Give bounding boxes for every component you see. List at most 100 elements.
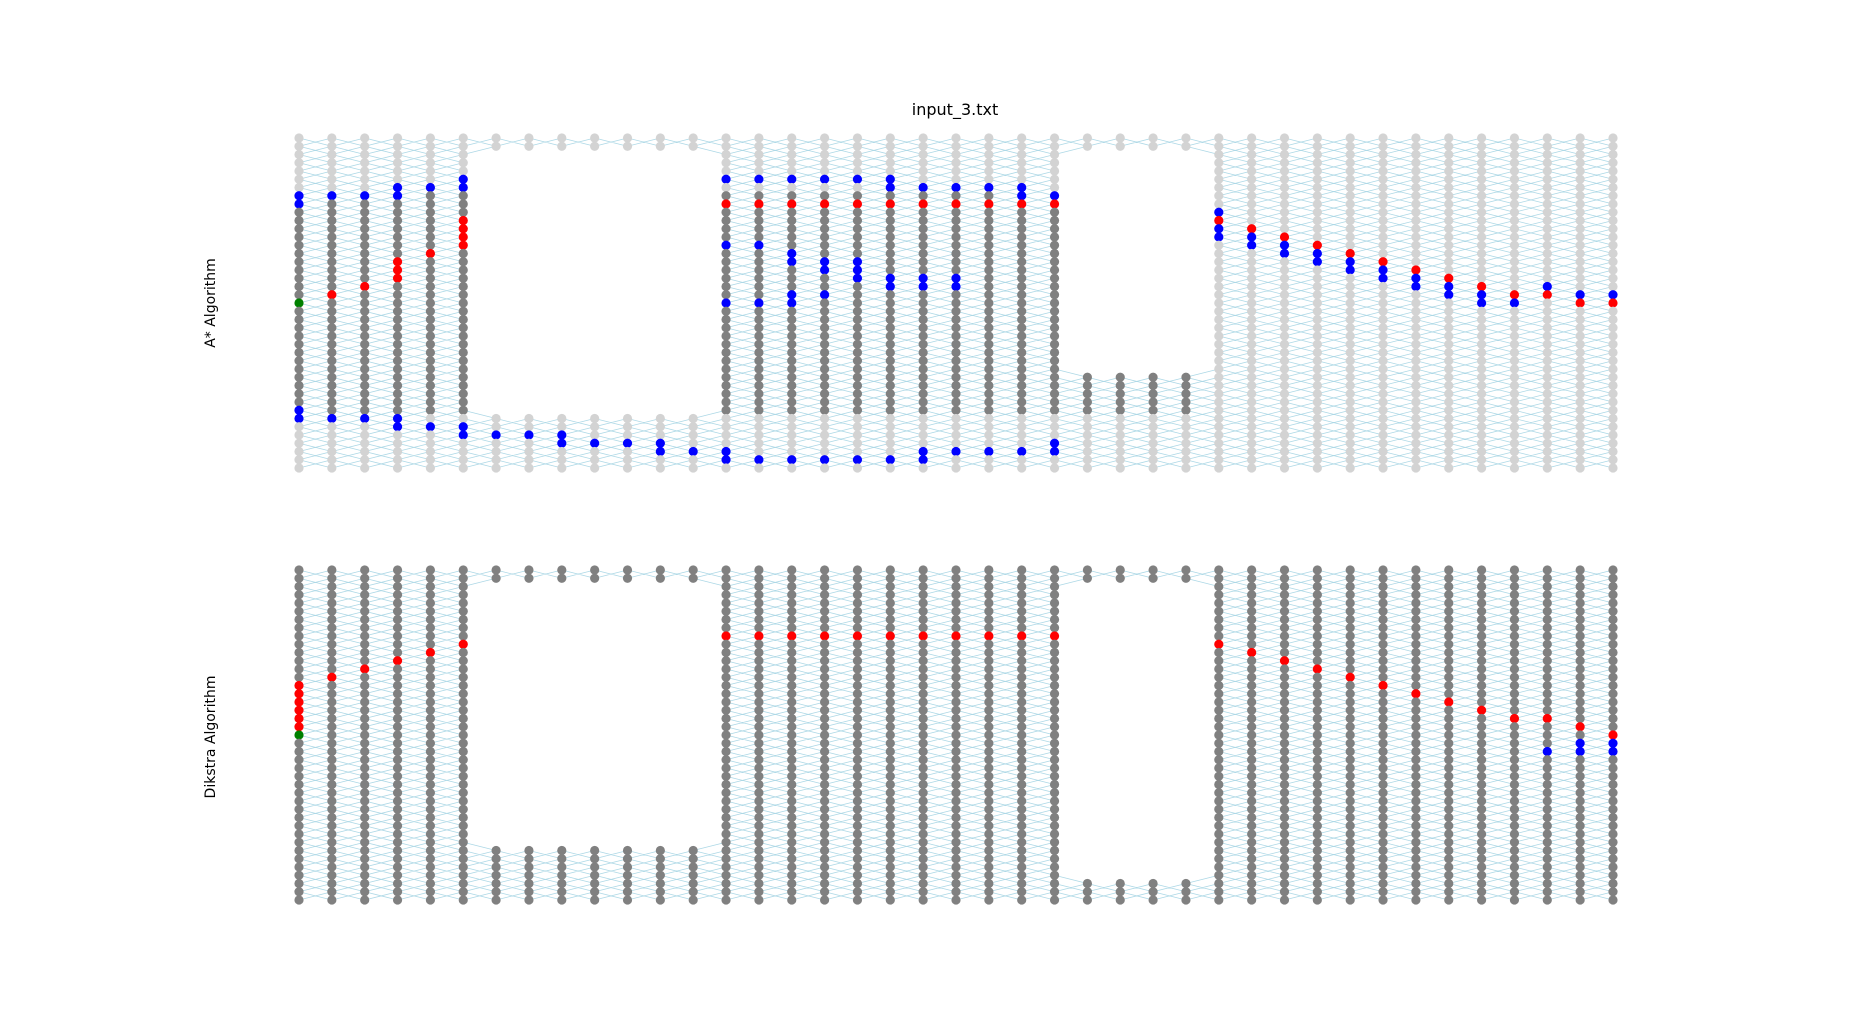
frontier-node	[392, 413, 403, 424]
visited-node	[392, 829, 403, 839]
unvisited-node	[787, 422, 797, 432]
visited-node	[524, 845, 534, 856]
visited-node	[1148, 389, 1158, 399]
visited-node	[721, 232, 731, 242]
frontier-node	[392, 191, 403, 201]
visited-node	[1444, 746, 1454, 757]
unvisited-node	[1608, 339, 1618, 349]
visited-node	[1049, 232, 1060, 242]
visited-node	[294, 331, 304, 341]
unvisited-node	[1378, 314, 1388, 325]
visited-node	[590, 862, 600, 872]
unvisited-node	[1345, 380, 1355, 391]
unvisited-node	[1477, 339, 1487, 349]
unvisited-node	[524, 463, 534, 473]
visited-node	[360, 870, 370, 880]
visited-node	[1214, 647, 1224, 658]
visited-node	[1345, 573, 1355, 583]
visited-node	[918, 680, 928, 691]
frontier-node	[392, 422, 403, 432]
frontier-node	[1608, 290, 1618, 300]
visited-node	[885, 697, 895, 707]
visited-node	[1247, 837, 1257, 847]
visited-node	[1312, 887, 1322, 897]
visited-node	[425, 590, 435, 600]
unvisited-node	[1575, 257, 1585, 267]
unvisited-node	[1017, 166, 1027, 176]
unvisited-node	[885, 430, 895, 440]
visited-node	[918, 755, 928, 765]
unvisited-node	[1345, 397, 1355, 407]
path-node	[820, 631, 830, 641]
visited-node	[1477, 680, 1487, 691]
path-node	[820, 199, 830, 209]
visited-node	[590, 878, 600, 889]
visited-node	[951, 730, 961, 740]
visited-node	[1247, 713, 1257, 724]
visited-node	[820, 314, 830, 325]
unvisited-node	[1214, 182, 1224, 193]
unvisited-node	[327, 463, 337, 473]
visited-node	[1575, 887, 1585, 897]
unvisited-node	[951, 149, 961, 160]
unvisited-node	[1279, 389, 1290, 399]
unvisited-node	[754, 182, 764, 193]
unvisited-node	[918, 463, 928, 473]
visited-node	[721, 689, 731, 699]
visited-node	[951, 821, 961, 831]
unvisited-node	[754, 438, 764, 448]
visited-node	[787, 397, 797, 407]
visited-node	[1017, 298, 1027, 308]
visited-node	[984, 862, 994, 872]
visited-node	[425, 191, 435, 201]
visited-node	[327, 804, 337, 814]
visited-node	[1049, 746, 1060, 757]
unvisited-node	[1509, 323, 1520, 333]
visited-node	[360, 689, 370, 699]
unvisited-node	[1444, 191, 1454, 201]
unvisited-node	[1444, 397, 1454, 407]
unvisited-node	[1017, 413, 1027, 424]
visited-node	[327, 265, 337, 275]
visited-node	[984, 755, 994, 765]
visited-node	[1017, 598, 1027, 608]
visited-node	[1017, 878, 1027, 889]
visited-node	[1312, 821, 1322, 831]
visited-node	[1542, 581, 1552, 592]
unvisited-node	[1477, 133, 1487, 143]
unvisited-node	[1542, 174, 1552, 184]
visited-node	[392, 854, 403, 864]
visited-node	[721, 680, 731, 691]
unvisited-node	[1049, 166, 1060, 176]
visited-node	[885, 240, 895, 250]
unvisited-node	[918, 430, 928, 440]
unvisited-node	[1345, 191, 1355, 201]
visited-node	[1345, 862, 1355, 872]
unvisited-node	[1575, 199, 1585, 209]
visited-node	[1345, 689, 1355, 699]
unvisited-node	[1378, 248, 1388, 259]
visited-node	[1542, 614, 1552, 625]
visited-node	[754, 837, 764, 847]
visited-node	[1049, 870, 1060, 880]
visited-node	[820, 738, 830, 748]
visited-node	[655, 887, 665, 897]
visited-node	[1017, 306, 1027, 316]
visited-node	[984, 763, 994, 773]
visited-node	[557, 895, 567, 905]
path-node	[1477, 705, 1487, 715]
unvisited-node	[1279, 364, 1290, 374]
unvisited-node	[1181, 430, 1191, 440]
visited-node	[294, 821, 304, 831]
unvisited-node	[1509, 224, 1520, 234]
visited-node	[1575, 895, 1585, 905]
visited-node	[1049, 771, 1060, 781]
visited-node	[1049, 290, 1060, 300]
visited-node	[1575, 796, 1585, 806]
visited-node	[721, 405, 731, 415]
visited-node	[1214, 623, 1224, 633]
visited-node	[1247, 854, 1257, 864]
unvisited-node	[1345, 455, 1355, 465]
visited-node	[721, 590, 731, 600]
visited-node	[425, 314, 435, 325]
